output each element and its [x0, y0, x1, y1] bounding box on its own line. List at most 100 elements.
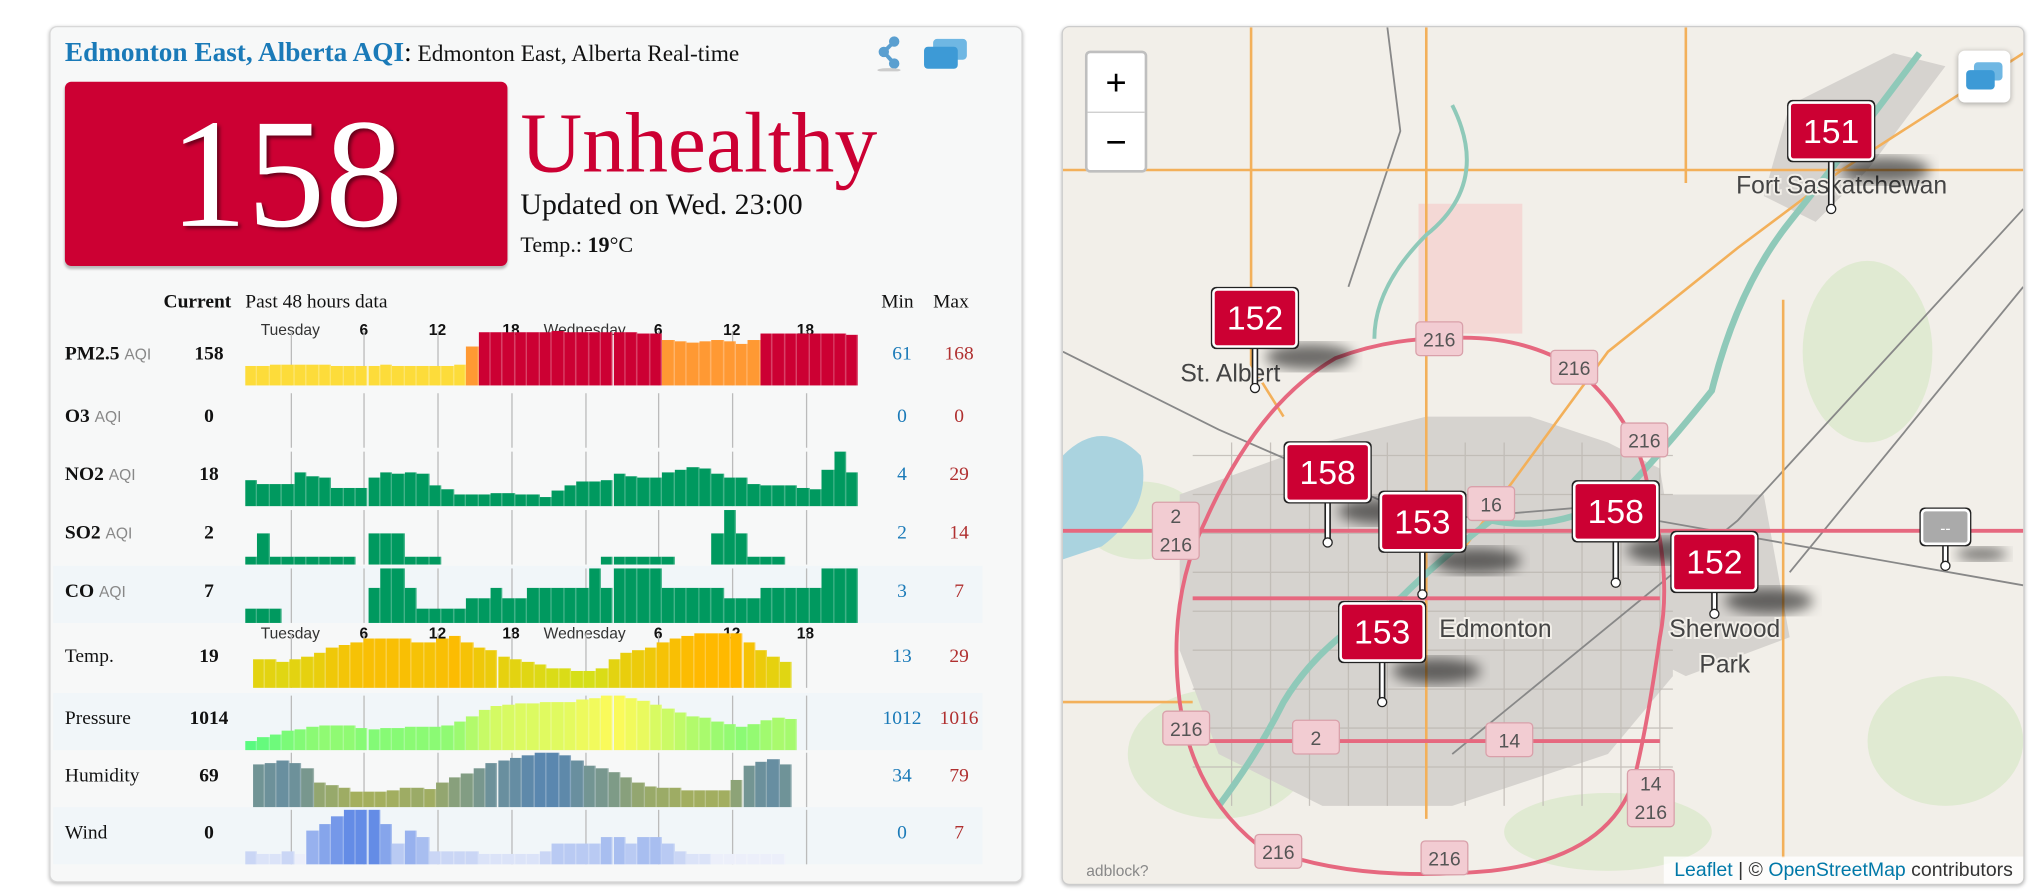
bar-co[interactable] — [466, 598, 479, 623]
bar-no2[interactable] — [245, 479, 258, 507]
bar-pressure[interactable] — [772, 718, 785, 751]
bar-pm25[interactable] — [564, 331, 577, 386]
bar-no2[interactable] — [380, 472, 393, 507]
bar-wind[interactable] — [699, 853, 712, 865]
bar-pressure[interactable] — [245, 740, 258, 751]
bar-pm25[interactable] — [392, 365, 405, 386]
bar-wind[interactable] — [637, 837, 650, 865]
leaflet-link[interactable]: Leaflet — [1674, 859, 1733, 882]
bar-co[interactable] — [392, 568, 405, 623]
bar-so2[interactable] — [625, 556, 638, 565]
bar-wind[interactable] — [711, 853, 724, 865]
bar-no2[interactable] — [637, 477, 650, 507]
bar-temp[interactable] — [730, 633, 743, 688]
bar-pressure[interactable] — [760, 720, 773, 751]
bar-humidity[interactable] — [669, 788, 682, 808]
bar-pm25[interactable] — [318, 365, 332, 386]
bar-no2[interactable] — [306, 476, 319, 507]
bar-co[interactable] — [833, 568, 847, 623]
bar-temp[interactable] — [448, 636, 461, 688]
bar-temp[interactable] — [767, 656, 780, 688]
bar-temp[interactable] — [509, 659, 523, 688]
zoom-out-button[interactable]: − — [1105, 121, 1127, 163]
bar-pressure[interactable] — [269, 734, 283, 751]
bar-pm25[interactable] — [429, 365, 442, 386]
bar-wind[interactable] — [355, 809, 368, 865]
bar-pressure[interactable] — [441, 725, 454, 751]
bar-co[interactable] — [367, 588, 381, 623]
bar-humidity[interactable] — [534, 752, 547, 808]
bar-no2[interactable] — [441, 489, 454, 507]
bar-pressure[interactable] — [711, 721, 724, 751]
bar-co[interactable] — [846, 568, 859, 623]
bar-humidity[interactable] — [509, 758, 523, 808]
bar-pressure[interactable] — [576, 699, 589, 751]
bar-temp[interactable] — [669, 639, 682, 688]
bar-wind[interactable] — [600, 837, 614, 865]
bar-temp[interactable] — [362, 639, 376, 688]
bar-no2[interactable] — [564, 485, 577, 507]
bar-no2[interactable] — [576, 481, 589, 507]
bar-wind[interactable] — [392, 843, 405, 865]
bar-humidity[interactable] — [485, 762, 498, 808]
bar-co[interactable] — [490, 588, 503, 623]
bar-wind[interactable] — [490, 853, 503, 865]
bar-no2[interactable] — [466, 494, 479, 507]
bar-no2[interactable] — [392, 474, 405, 507]
bar-pm25[interactable] — [282, 364, 295, 386]
bar-co[interactable] — [674, 588, 687, 623]
bar-humidity[interactable] — [301, 768, 314, 808]
bar-wind[interactable] — [662, 843, 675, 865]
marker-box[interactable] — [1284, 442, 1371, 503]
bar-pressure[interactable] — [625, 697, 638, 751]
bar-humidity[interactable] — [718, 790, 731, 808]
bar-humidity[interactable] — [424, 789, 437, 808]
bar-no2[interactable] — [613, 474, 626, 507]
bar-no2[interactable] — [404, 472, 417, 507]
bar-no2[interactable] — [784, 485, 798, 507]
bar-so2[interactable] — [331, 556, 344, 565]
bar-wind[interactable] — [772, 853, 785, 865]
bar-temp[interactable] — [620, 653, 633, 688]
bar-pm25[interactable] — [674, 341, 687, 386]
bar-humidity[interactable] — [742, 766, 756, 808]
bar-temp[interactable] — [706, 633, 719, 688]
bar-pressure[interactable] — [539, 702, 552, 751]
bar-so2[interactable] — [392, 533, 405, 565]
bar-so2[interactable] — [404, 556, 417, 565]
bar-co[interactable] — [551, 588, 565, 623]
bar-so2[interactable] — [257, 533, 270, 565]
bar-pm25[interactable] — [294, 364, 307, 386]
bar-humidity[interactable] — [338, 788, 351, 808]
bar-humidity[interactable] — [411, 787, 425, 808]
bar-humidity[interactable] — [436, 782, 449, 808]
bar-pm25[interactable] — [466, 346, 479, 386]
bar-co[interactable] — [380, 568, 393, 623]
bar-so2[interactable] — [772, 556, 785, 565]
bar-no2[interactable] — [416, 474, 430, 507]
bar-humidity[interactable] — [546, 752, 560, 808]
bar-pressure[interactable] — [686, 715, 700, 751]
marker-box[interactable] — [1339, 602, 1425, 662]
bar-co[interactable] — [797, 588, 810, 623]
marker-box[interactable] — [1788, 101, 1875, 161]
bar-temp[interactable] — [399, 639, 412, 688]
bar-humidity[interactable] — [460, 773, 474, 808]
bar-pressure[interactable] — [380, 727, 393, 751]
bar-pm25[interactable] — [772, 333, 785, 386]
bar-pressure[interactable] — [564, 701, 577, 751]
bar-temp[interactable] — [289, 659, 302, 688]
bar-pm25[interactable] — [478, 332, 491, 386]
bar-pm25[interactable] — [699, 341, 712, 386]
bar-humidity[interactable] — [730, 779, 743, 808]
bar-pm25[interactable] — [821, 333, 834, 386]
bar-temp[interactable] — [608, 659, 621, 688]
bar-so2[interactable] — [723, 510, 736, 565]
bar-pm25[interactable] — [797, 333, 810, 386]
bar-pm25[interactable] — [306, 364, 319, 386]
bar-wind[interactable] — [539, 850, 552, 865]
bar-pressure[interactable] — [367, 728, 381, 751]
bar-temp[interactable] — [718, 633, 731, 688]
bar-wind[interactable] — [478, 853, 491, 865]
bar-pressure[interactable] — [466, 715, 479, 751]
